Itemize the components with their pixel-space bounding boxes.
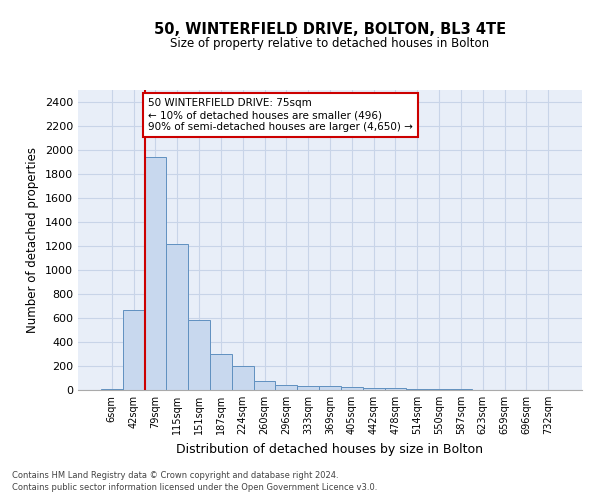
X-axis label: Distribution of detached houses by size in Bolton: Distribution of detached houses by size … xyxy=(176,442,484,456)
Bar xyxy=(210,354,232,390)
Text: Contains HM Land Registry data © Crown copyright and database right 2024.: Contains HM Land Registry data © Crown c… xyxy=(12,471,338,480)
Bar xyxy=(254,381,275,390)
Bar xyxy=(341,387,363,390)
Bar xyxy=(123,310,145,390)
Text: 50 WINTERFIELD DRIVE: 75sqm
← 10% of detached houses are smaller (496)
90% of se: 50 WINTERFIELD DRIVE: 75sqm ← 10% of det… xyxy=(148,98,413,132)
Bar xyxy=(275,384,297,390)
Bar xyxy=(363,388,385,390)
Bar xyxy=(319,386,341,390)
Bar xyxy=(101,389,123,390)
Bar xyxy=(406,389,428,390)
Text: Size of property relative to detached houses in Bolton: Size of property relative to detached ho… xyxy=(170,38,490,51)
Bar xyxy=(166,244,188,390)
Bar xyxy=(188,320,210,390)
Bar xyxy=(145,157,166,390)
Bar xyxy=(232,366,254,390)
Bar xyxy=(385,388,406,390)
Text: Contains public sector information licensed under the Open Government Licence v3: Contains public sector information licen… xyxy=(12,484,377,492)
Text: 50, WINTERFIELD DRIVE, BOLTON, BL3 4TE: 50, WINTERFIELD DRIVE, BOLTON, BL3 4TE xyxy=(154,22,506,38)
Bar xyxy=(297,386,319,390)
Y-axis label: Number of detached properties: Number of detached properties xyxy=(26,147,40,333)
